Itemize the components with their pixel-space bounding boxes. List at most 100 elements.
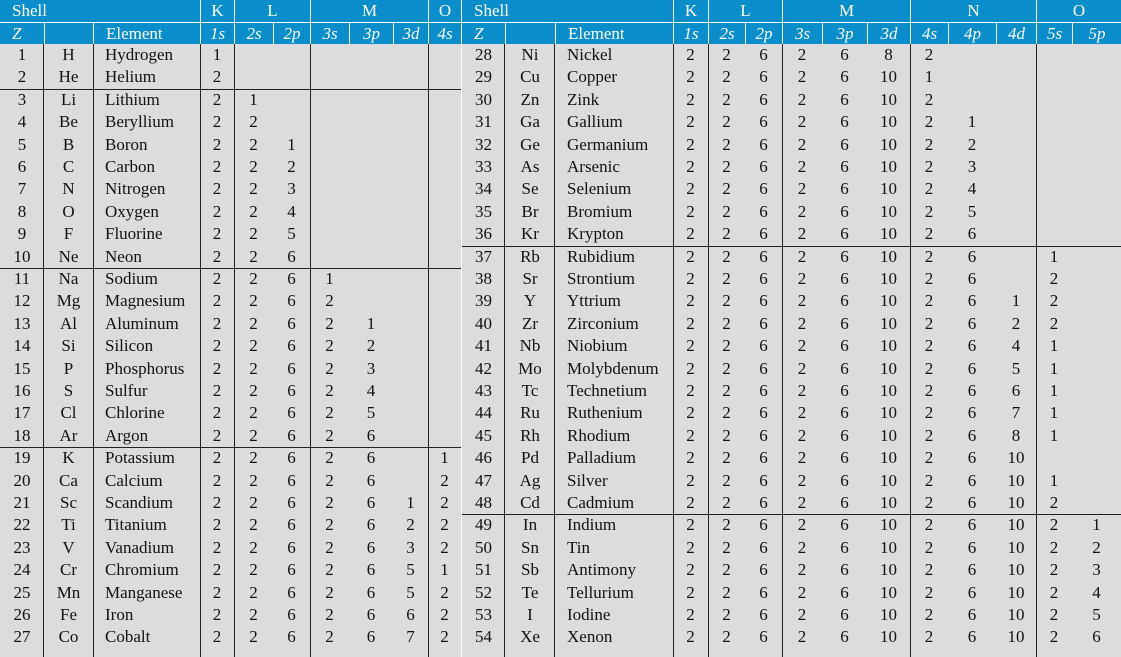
electron-count: 4: [1092, 582, 1101, 602]
element-name: Germanium: [567, 134, 649, 154]
electron-count: 6: [287, 425, 296, 445]
atomic-number: 10: [13, 246, 31, 266]
electron-count: 6: [840, 134, 849, 154]
electron-count: 5: [967, 201, 977, 221]
electron-count: 6: [840, 425, 849, 445]
element-name: Nickel: [567, 45, 613, 64]
electron-count: 6: [759, 201, 768, 221]
electron-count: 2: [722, 67, 731, 87]
electron-count: [1072, 223, 1121, 245]
electron-count: 2: [325, 582, 334, 602]
electron-count: 2: [924, 560, 934, 580]
element-name: Helium: [105, 67, 156, 87]
electron-count: 6: [840, 336, 849, 356]
electron-count: 6: [366, 537, 376, 557]
electron-count: 2: [722, 224, 731, 244]
element-symbol: Ar: [59, 425, 78, 445]
electron-count: 1: [440, 448, 449, 468]
atomic-number: 30: [475, 89, 492, 109]
element-row: 23 V Vanadium 2 2 6 2 6 3 2: [0, 537, 461, 559]
electron-count: 6: [840, 313, 849, 333]
electron-count: 10: [1007, 582, 1025, 602]
z-header: Z: [12, 24, 22, 43]
electron-count: [393, 470, 428, 492]
electron-count: 2: [249, 470, 258, 490]
electron-count: 5: [406, 582, 415, 602]
element-row: 3 Li Lithium 2 1: [0, 89, 461, 111]
shell-group-header: L: [234, 0, 310, 22]
electron-count: 2: [249, 381, 258, 400]
element-symbol: K: [62, 448, 75, 468]
electron-count: 6: [840, 470, 849, 490]
shell-group-header: K: [200, 0, 234, 22]
subshell-header: 4s: [910, 23, 948, 44]
electron-count: 2: [686, 89, 695, 109]
atomic-number: 36: [475, 224, 492, 244]
electron-count: [996, 44, 1036, 66]
electron-count: [349, 178, 393, 200]
subshell-header-row: Z Element 1s 2s 2p 3s 3p 3d 4s 4p 4d 5s 5p: [462, 22, 1121, 44]
electron-count: 2: [722, 45, 731, 64]
electron-count: 1: [440, 560, 449, 580]
electron-count: [393, 425, 428, 447]
element-symbol: O: [62, 201, 75, 221]
element-symbol: Be: [59, 112, 78, 132]
symbol-header: [505, 23, 555, 44]
electron-count: 2: [924, 179, 934, 199]
electron-count: 6: [759, 313, 768, 333]
z-header: Z: [474, 24, 484, 43]
element-symbol: Te: [521, 582, 539, 602]
electron-count: 5: [1092, 605, 1101, 624]
electron-count: 3: [967, 157, 977, 176]
electron-count: [428, 246, 461, 268]
electron-count: 6: [759, 470, 768, 490]
electron-count: [310, 89, 349, 111]
electron-count: 6: [840, 269, 849, 288]
electron-count: 2: [249, 560, 258, 580]
electron-count: [428, 201, 461, 223]
electron-count: 6: [759, 134, 768, 154]
electron-count: 2: [249, 157, 258, 176]
shell-header-row: Shell K L M O: [0, 0, 461, 22]
element-name: Silver: [567, 470, 608, 490]
element-symbol: In: [522, 515, 538, 535]
element-symbol: I: [527, 605, 533, 624]
element-name: Palladium: [567, 448, 636, 468]
electron-count: 2: [924, 269, 934, 288]
electron-count: [349, 156, 393, 178]
electron-count: [349, 134, 393, 156]
element-name: Indium: [567, 515, 617, 535]
column-rule: [910, 44, 911, 657]
electron-count: [1072, 89, 1121, 111]
electron-count: 2: [797, 537, 807, 557]
electron-count: [349, 201, 393, 223]
electron-count: 2: [797, 403, 807, 423]
atomic-number: 42: [475, 358, 492, 378]
electron-count: [273, 111, 310, 133]
electron-count: 2: [249, 537, 258, 557]
subshell-header: 5p: [1072, 23, 1121, 44]
electron-count: 2: [249, 403, 258, 423]
electron-count: [428, 134, 461, 156]
electron-count: 6: [840, 224, 849, 244]
element-symbol: B: [62, 134, 75, 154]
electron-count: 8: [884, 45, 893, 64]
electron-count: 2: [686, 67, 695, 87]
element-symbol: Li: [60, 89, 77, 109]
electron-count: 6: [840, 112, 849, 132]
element-row: 54 Xe Xenon 2 2 6 2 6 10 2 6 10 2 6: [462, 626, 1121, 648]
element-symbol: Ne: [58, 246, 79, 266]
element-row: 53 I Iodine 2 2 6 2 6 10 2 6 10 2 5: [462, 604, 1121, 626]
electron-count: 6: [759, 582, 768, 602]
electron-count: [393, 313, 428, 335]
electron-count: 4: [1011, 336, 1021, 356]
electron-count: 6: [759, 605, 768, 624]
column-rule: [428, 44, 429, 657]
electron-count: [1072, 402, 1121, 424]
element-row: 22 Ti Titanium 2 2 6 2 6 2 2: [0, 514, 461, 536]
electron-count: [1072, 425, 1121, 447]
electron-count: 2: [686, 358, 695, 378]
electron-count: 6: [287, 358, 296, 378]
element-name: Beryllium: [105, 112, 174, 132]
electron-count: [393, 89, 428, 111]
